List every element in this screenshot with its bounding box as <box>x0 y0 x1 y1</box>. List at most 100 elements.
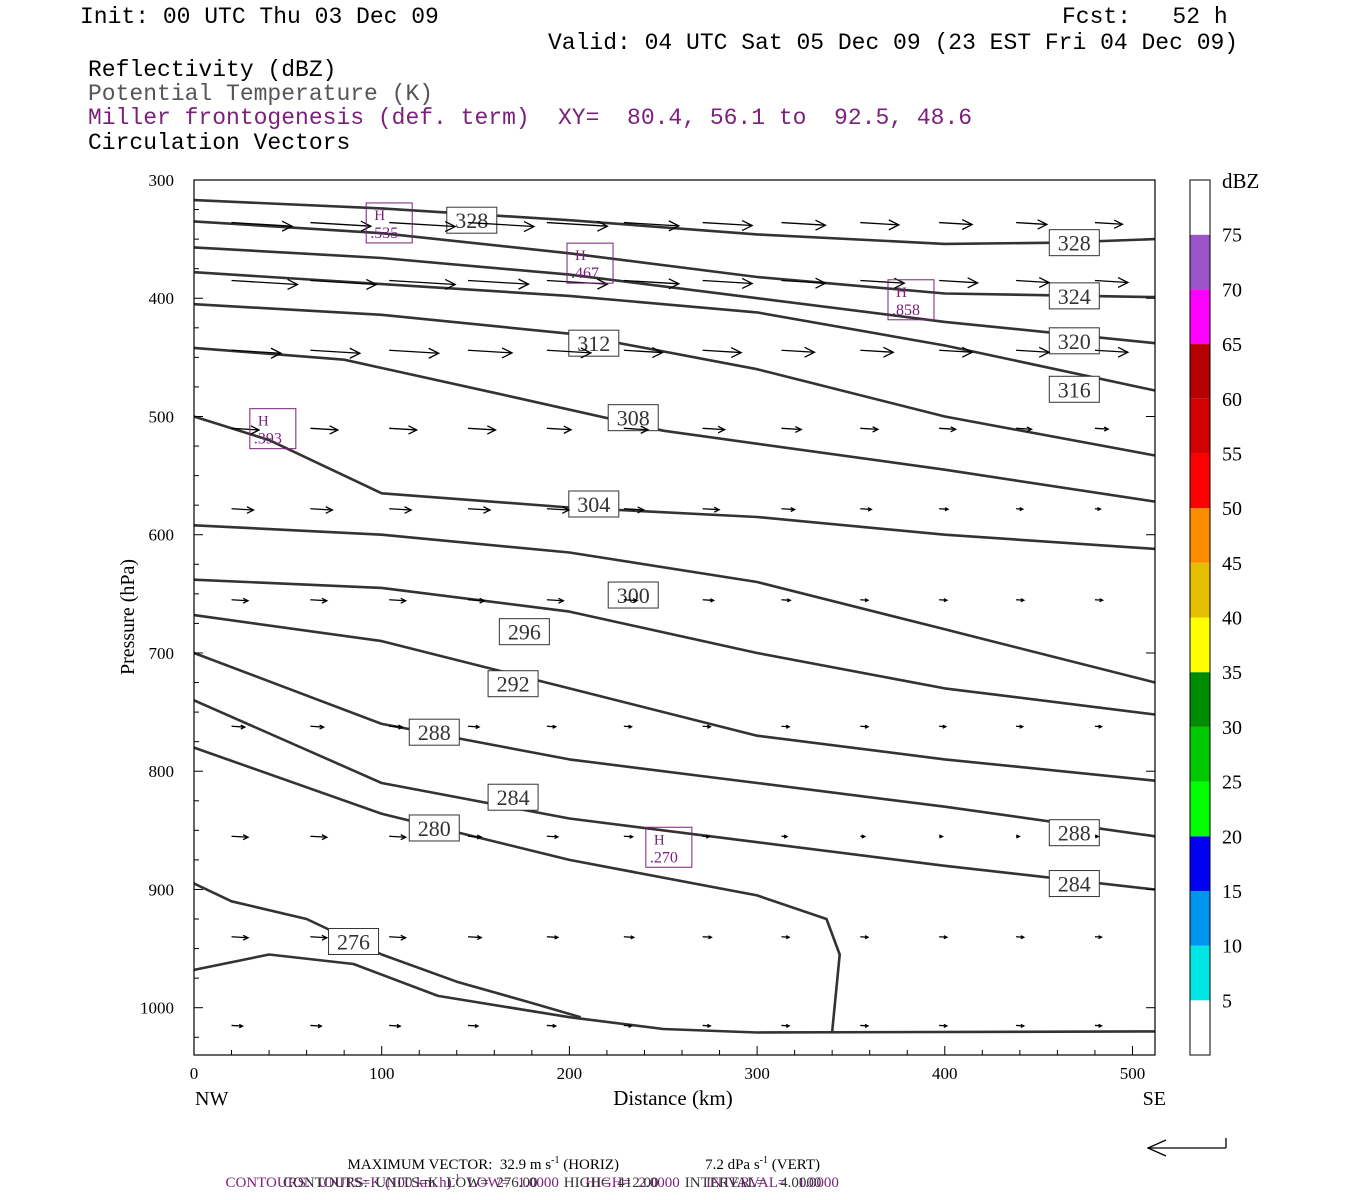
circulation-vector-head <box>501 347 514 359</box>
reference-vector <box>1146 1138 1227 1157</box>
colorbar-swatch <box>1190 1000 1210 1055</box>
contours-frontogenesis-range: LOW= 1.0000 HIGH= 2.0000 INTERVAL= 1.000… <box>459 1175 839 1191</box>
circulation-vector <box>546 936 558 939</box>
circulation-vector <box>467 936 482 939</box>
theta-contour-300 <box>193 524 1156 684</box>
circulation-vector <box>310 508 333 511</box>
circulation-vector <box>623 427 649 431</box>
circulation-vector-head <box>479 597 486 604</box>
x-end-label-right: SE <box>1143 1088 1166 1110</box>
circulation-vector-head <box>242 597 250 604</box>
circulation-vector <box>231 1024 243 1027</box>
circulation-vector-head <box>287 278 299 291</box>
colorbar-level-label: 45 <box>1222 553 1242 575</box>
max-vector-horiz-unit: (HORIZ) <box>559 1157 620 1173</box>
circulation-vector-head <box>1117 276 1130 289</box>
circulation-vector-head <box>349 347 362 359</box>
contour-label: 324 <box>1058 284 1091 309</box>
colorbar-swatch <box>1190 453 1210 509</box>
circulation-vector-head <box>317 1023 323 1029</box>
colorbar-level-label: 40 <box>1222 608 1242 630</box>
theta-contour-296 <box>193 578 1156 716</box>
circulation-vector <box>231 599 249 602</box>
circulation-vector-head <box>864 724 870 729</box>
circulation-vector-head <box>1098 1023 1103 1028</box>
superscript: -1 <box>551 1155 560 1166</box>
circulation-vector-head <box>668 278 681 290</box>
circulation-vector <box>702 508 720 511</box>
circulation-vector <box>310 279 377 286</box>
circulation-vector-head <box>961 219 974 231</box>
circulation-vector-head <box>864 598 870 603</box>
contour-label: 276 <box>337 929 370 954</box>
y-tick-label: 1000 <box>140 999 174 1018</box>
contour-label-box <box>1048 870 1100 898</box>
circulation-vector-head <box>872 426 880 433</box>
circulation-vector <box>1016 279 1050 284</box>
colorbar-swatch <box>1190 289 1210 345</box>
circulation-vector-head <box>1099 598 1105 603</box>
colorbar-swatch <box>1190 234 1210 290</box>
circulation-vector-head <box>815 277 827 289</box>
circulation-vector <box>702 279 753 285</box>
contour-label: 316 <box>1058 377 1091 402</box>
circulation-vector <box>231 725 245 728</box>
dbz-colorbar: 5 10 15 20 25 30 35 40 45 50 55 60 65 70 75 <box>1189 179 1242 1056</box>
circulation-vector <box>231 427 260 431</box>
circulation-vector-head <box>246 506 255 514</box>
circulation-vector <box>231 936 249 939</box>
y-tick-label: 400 <box>149 289 175 308</box>
circulation-vector <box>702 349 742 354</box>
circulation-vector <box>310 599 327 602</box>
colorbar-swatch <box>1190 672 1210 727</box>
circulation-vector-head <box>785 724 791 729</box>
circulation-vector <box>860 508 872 511</box>
colorbar-swatch <box>1190 836 1210 891</box>
circulation-vector-head <box>597 278 609 290</box>
circulation-vector <box>623 508 644 511</box>
circulation-vector-head <box>961 346 974 358</box>
circulation-vector-head <box>967 277 980 289</box>
colorbar-swatch <box>1190 781 1210 837</box>
circulation-vector <box>389 599 406 602</box>
colorbar-frame <box>1189 179 1211 1056</box>
circulation-vector-head <box>629 834 635 839</box>
max-vector-vert: 7.2 dPa s <box>705 1157 760 1173</box>
contour-label: 320 <box>1058 329 1091 354</box>
circulation-vector <box>389 349 439 354</box>
frontogenesis-max-value: .858 <box>892 302 920 319</box>
max-vector-horiz: MAXIMUM VECTOR: 32.9 m s <box>347 1157 552 1173</box>
contours-frontogenesis-info: CONTOURS: UNITS=K (100 km h) -1 LOW= 1.00… <box>218 1156 839 1192</box>
circulation-vector-head <box>943 935 949 940</box>
colorbar-level-label: 25 <box>1222 772 1242 794</box>
theta-contour-304 <box>193 415 1156 551</box>
circulation-vector <box>623 279 679 285</box>
circulation-vector-head <box>786 598 792 603</box>
frontogenesis-max-symbol: H <box>374 208 385 224</box>
circulation-vector-head <box>1117 346 1130 358</box>
contours-frontogenesis-units: CONTOURS: UNITS=K (100 km h) <box>225 1175 452 1191</box>
contour-label: 284 <box>1058 872 1091 897</box>
frontogenesis-max-box <box>887 279 935 321</box>
colorbar-level-label: 50 <box>1222 498 1242 520</box>
circulation-vector <box>389 835 406 838</box>
legend-reflectivity: Reflectivity (dBZ) <box>88 57 337 83</box>
colorbar-level-label: 70 <box>1222 279 1242 301</box>
circulation-vector-head <box>476 834 483 840</box>
colorbar-swatch <box>1190 398 1210 454</box>
circulation-vector-head <box>783 834 789 839</box>
circulation-vector <box>939 221 973 226</box>
frontogenesis-max-symbol: H <box>575 248 586 264</box>
contour-label-box <box>1048 229 1100 257</box>
circulation-vector <box>1016 427 1032 430</box>
circulation-vector <box>389 725 403 728</box>
contour-label: 296 <box>508 620 541 645</box>
circulation-vector-head <box>713 506 721 513</box>
circulation-vector-head <box>652 346 664 359</box>
y-tick-label: 700 <box>149 644 175 663</box>
contour-label: 292 <box>497 672 530 697</box>
circulation-vector-head <box>475 724 481 730</box>
contour-label: 280 <box>418 816 451 841</box>
